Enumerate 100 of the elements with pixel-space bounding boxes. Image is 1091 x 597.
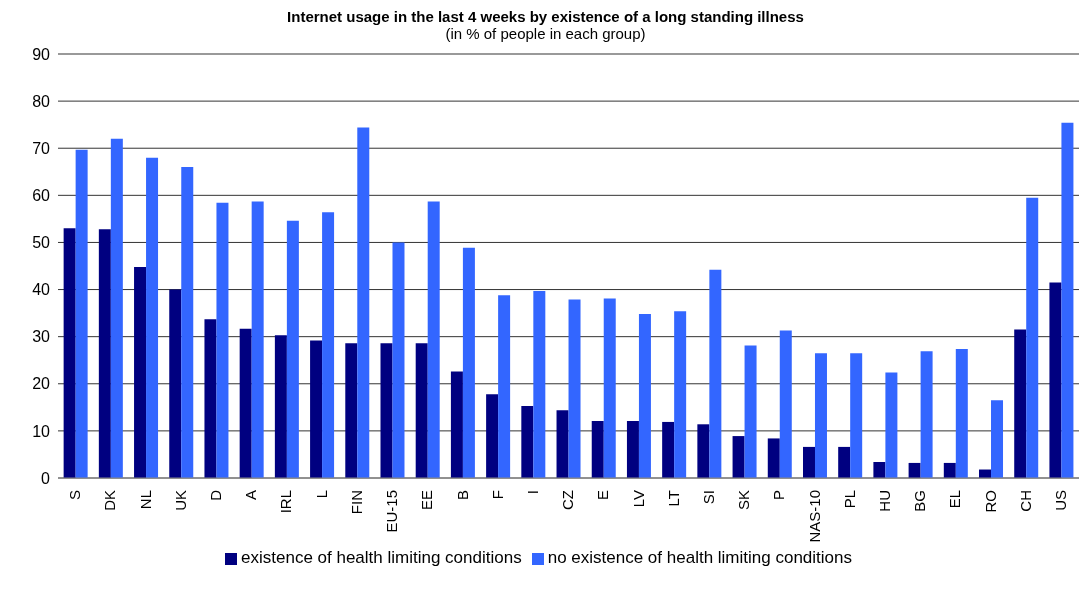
bar bbox=[462, 247, 475, 478]
x-tick-label: CZ bbox=[559, 490, 577, 510]
x-tick-label: EU-15 bbox=[383, 490, 401, 533]
x-tick-label: F bbox=[488, 490, 506, 500]
y-tick-label: 10 bbox=[32, 422, 51, 440]
bar bbox=[181, 167, 194, 478]
bar bbox=[98, 229, 111, 478]
chart-title: Internet usage in the last 4 weeks by existence of a long standing illness bbox=[286, 8, 805, 25]
bar bbox=[991, 400, 1004, 478]
bar bbox=[63, 228, 76, 478]
bar bbox=[521, 405, 534, 478]
bar bbox=[873, 461, 886, 478]
x-tick-label: PL bbox=[840, 490, 858, 509]
bar bbox=[134, 266, 147, 478]
y-tick-label: 30 bbox=[32, 328, 51, 346]
x-tick-label: NL bbox=[136, 490, 154, 510]
bar bbox=[603, 298, 616, 478]
bar bbox=[345, 343, 358, 478]
bar bbox=[450, 371, 463, 478]
x-tick-label: NAS-10 bbox=[805, 490, 823, 543]
bar bbox=[802, 446, 815, 478]
x-tick-label: I bbox=[523, 490, 541, 495]
bar bbox=[850, 353, 863, 478]
bar bbox=[662, 421, 675, 478]
chart-subtitle: (in % of people in each group) bbox=[444, 25, 647, 42]
x-tick-label: US bbox=[1052, 490, 1070, 511]
bar bbox=[75, 149, 88, 478]
x-tick-label: EE bbox=[418, 490, 436, 511]
bar bbox=[357, 127, 370, 478]
x-tick-label: RO bbox=[981, 490, 999, 513]
bar bbox=[216, 202, 229, 478]
legend-label: no existence of health limiting conditions bbox=[547, 548, 852, 567]
bar bbox=[1026, 197, 1039, 478]
x-tick-label: P bbox=[770, 490, 788, 501]
x-tick-label: DK bbox=[101, 490, 119, 511]
x-tick-label: A bbox=[242, 490, 260, 501]
y-tick-label: 50 bbox=[32, 234, 51, 252]
bar bbox=[885, 372, 898, 478]
bar bbox=[310, 340, 323, 478]
bar bbox=[556, 410, 569, 478]
bar bbox=[908, 462, 921, 478]
x-tick-label: L bbox=[312, 490, 330, 499]
bar bbox=[415, 343, 428, 478]
bar bbox=[744, 345, 757, 478]
bar bbox=[591, 421, 604, 478]
x-tick-label: SK bbox=[735, 490, 753, 511]
y-tick-label: 80 bbox=[32, 92, 51, 110]
x-tick-label: E bbox=[594, 490, 612, 501]
x-tick-label: HU bbox=[876, 490, 894, 512]
bar bbox=[110, 138, 123, 478]
bar bbox=[943, 462, 956, 478]
bar bbox=[380, 343, 393, 478]
bar bbox=[146, 157, 159, 478]
bar bbox=[498, 295, 511, 478]
bar bbox=[486, 394, 499, 478]
bar bbox=[204, 319, 217, 478]
bar bbox=[779, 330, 792, 478]
bar bbox=[955, 348, 968, 478]
y-tick-label: 0 bbox=[41, 469, 51, 487]
bar bbox=[920, 351, 933, 478]
bar bbox=[838, 446, 851, 478]
x-tick-label: LT bbox=[664, 490, 682, 507]
x-tick-label: LV bbox=[629, 490, 647, 508]
y-tick-label: 90 bbox=[32, 45, 51, 63]
legend-label: existence of health limiting conditions bbox=[241, 548, 522, 567]
x-tick-label: IRL bbox=[277, 490, 295, 514]
bar bbox=[626, 421, 639, 478]
bar bbox=[169, 289, 182, 478]
bar bbox=[427, 201, 440, 478]
x-tick-label: EL bbox=[946, 490, 964, 509]
bar bbox=[814, 353, 827, 478]
x-tick-label: UK bbox=[171, 490, 189, 511]
bar bbox=[697, 424, 710, 478]
bar bbox=[732, 436, 745, 478]
bar bbox=[568, 299, 581, 478]
x-tick-label: CH bbox=[1016, 490, 1034, 512]
bar bbox=[767, 438, 780, 478]
x-tick-label: B bbox=[453, 490, 471, 501]
bar bbox=[533, 290, 546, 478]
bar bbox=[274, 335, 287, 478]
bar bbox=[638, 314, 651, 478]
x-tick-label: BG bbox=[911, 490, 929, 512]
bar bbox=[286, 220, 299, 478]
x-tick-label: D bbox=[207, 489, 225, 501]
bar bbox=[1061, 122, 1074, 478]
y-tick-label: 70 bbox=[32, 139, 51, 157]
bar bbox=[392, 242, 405, 478]
bar bbox=[251, 201, 264, 478]
y-tick-label: 60 bbox=[32, 187, 51, 205]
x-tick-label: SI bbox=[699, 490, 717, 505]
y-tick-label: 20 bbox=[32, 375, 51, 393]
x-tick-label: FIN bbox=[347, 490, 365, 515]
bar bbox=[239, 328, 252, 478]
y-tick-label: 40 bbox=[32, 281, 51, 299]
x-tick-label: S bbox=[66, 490, 84, 501]
bar bbox=[1014, 329, 1027, 478]
bar bbox=[709, 269, 722, 478]
bar bbox=[674, 311, 687, 478]
bar bbox=[1049, 282, 1062, 478]
bar bbox=[322, 212, 335, 478]
